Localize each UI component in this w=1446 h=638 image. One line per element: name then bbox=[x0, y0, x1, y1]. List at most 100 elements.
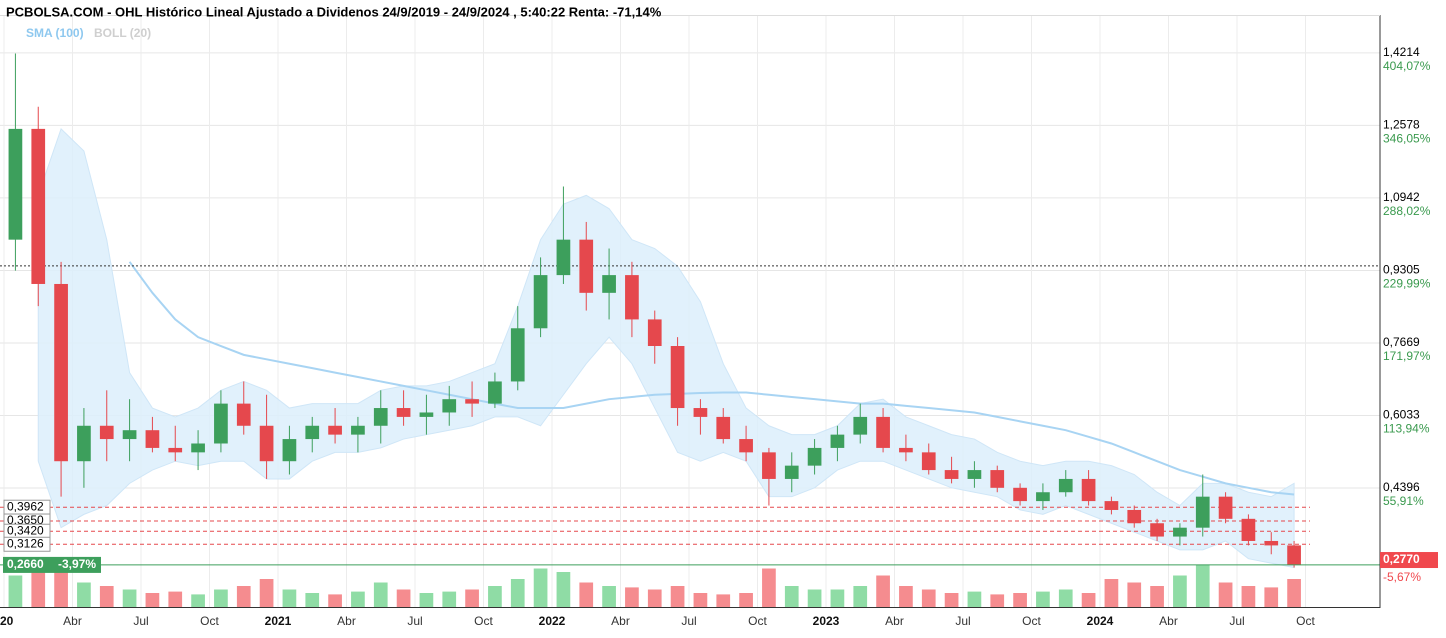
x-tick-label: 2022 bbox=[539, 614, 566, 628]
candle-body bbox=[1058, 478, 1073, 493]
volume-bar bbox=[899, 586, 913, 607]
legend-sma: SMA (100) bbox=[26, 26, 84, 40]
volume-bar bbox=[373, 582, 388, 607]
candle-body bbox=[373, 408, 388, 426]
right-price-box bbox=[1380, 552, 1438, 569]
volume-bar bbox=[396, 589, 411, 607]
right-price-label: 0,2770 bbox=[1383, 552, 1420, 566]
candle-body bbox=[488, 381, 502, 404]
volume-bar bbox=[191, 594, 205, 607]
volume-bar bbox=[305, 593, 320, 607]
volume-bar bbox=[282, 589, 297, 607]
volume-bar bbox=[1127, 582, 1142, 607]
volume-bar bbox=[579, 582, 594, 607]
y-tick-label: 0,6033 bbox=[1383, 408, 1420, 422]
legend-boll: BOLL (20) bbox=[94, 26, 151, 40]
volume-bar bbox=[647, 589, 662, 607]
y-tick-label: 1,4214 bbox=[1383, 45, 1420, 59]
x-tick-label: Oct bbox=[748, 614, 767, 628]
candle-body bbox=[122, 430, 137, 440]
volume-bar bbox=[739, 593, 753, 607]
candle-body bbox=[168, 447, 183, 453]
volume-bar bbox=[442, 591, 457, 607]
x-tick-label: Abr bbox=[63, 614, 82, 628]
candle-body bbox=[442, 399, 457, 413]
volume-bar bbox=[670, 586, 685, 607]
volume-bar bbox=[556, 572, 571, 607]
candle-body bbox=[899, 447, 913, 453]
candle-body bbox=[54, 283, 68, 462]
volume-bar bbox=[465, 589, 479, 607]
candle-body bbox=[944, 470, 959, 479]
volume-bar bbox=[214, 589, 228, 607]
candle-body bbox=[1195, 496, 1210, 528]
candle-body bbox=[807, 447, 822, 466]
volume-bar bbox=[99, 586, 114, 607]
x-tick-label: 2023 bbox=[813, 614, 840, 628]
candle-body bbox=[921, 452, 936, 471]
candle-body bbox=[1127, 509, 1142, 524]
x-tick-label: Jul bbox=[1229, 614, 1244, 628]
volume-bar bbox=[145, 593, 160, 607]
volume-bar bbox=[784, 586, 799, 607]
candle-body bbox=[214, 403, 228, 444]
volume-bar bbox=[122, 589, 137, 607]
x-tick-label: Jul bbox=[681, 614, 696, 628]
level-label: 0,3962 bbox=[7, 499, 44, 513]
candle-body bbox=[145, 430, 160, 448]
candle-body bbox=[990, 470, 1005, 488]
y-tick-label: 1,2578 bbox=[1383, 118, 1420, 132]
volume-bar bbox=[693, 593, 708, 607]
x-tick-label: 20 bbox=[0, 614, 14, 628]
x-tick-label: Jul bbox=[955, 614, 970, 628]
candle-body bbox=[579, 239, 594, 293]
volume-bar bbox=[419, 593, 434, 607]
volume-bar bbox=[236, 586, 251, 607]
volume-bar bbox=[944, 593, 959, 607]
x-tick-label: Jul bbox=[407, 614, 422, 628]
volume-bar bbox=[625, 587, 639, 607]
volume-bar bbox=[762, 568, 776, 607]
level-label: 0,3420 bbox=[7, 523, 44, 537]
y2-tick-label: 113,94% bbox=[1383, 422, 1430, 436]
plot-area bbox=[0, 15, 1380, 607]
candle-body bbox=[670, 346, 685, 409]
candle-body bbox=[305, 425, 320, 440]
volume-bar bbox=[876, 575, 890, 607]
x-tick-label: Abr bbox=[337, 614, 356, 628]
candle-body bbox=[236, 403, 251, 426]
volume-bar bbox=[1150, 586, 1164, 607]
candle-body bbox=[602, 275, 616, 293]
level-box bbox=[3, 536, 51, 552]
last-price-change: -3,97% bbox=[58, 557, 96, 571]
candle-body bbox=[1150, 523, 1164, 537]
volume-bar bbox=[967, 591, 982, 607]
candle-body bbox=[693, 408, 708, 417]
candle-body bbox=[739, 439, 753, 453]
candle-body bbox=[1264, 540, 1279, 546]
volume-bar bbox=[1081, 593, 1096, 607]
y-tick-label: 1,0942 bbox=[1383, 190, 1420, 204]
candle-body bbox=[1013, 487, 1027, 502]
x-tick-label: Oct bbox=[1022, 614, 1041, 628]
volume-bar bbox=[1058, 589, 1073, 607]
x-tick-label: 2024 bbox=[1087, 614, 1114, 628]
y2-tick-label: 171,97% bbox=[1383, 349, 1431, 363]
volume-bar bbox=[921, 589, 936, 607]
sma-line bbox=[128, 261, 1295, 496]
volume-bar bbox=[990, 594, 1005, 607]
x-tick-label: 2021 bbox=[265, 614, 292, 628]
candle-body bbox=[99, 425, 114, 440]
candle-body bbox=[1104, 501, 1119, 510]
candle-body bbox=[77, 425, 91, 462]
candle-body bbox=[762, 452, 776, 479]
candle-body bbox=[1218, 496, 1233, 519]
candle-body bbox=[259, 425, 274, 462]
level-label: 0,3650 bbox=[7, 513, 44, 527]
candle-body bbox=[784, 465, 799, 479]
candle-body bbox=[510, 328, 525, 382]
volume-bar bbox=[1218, 582, 1233, 607]
candle-body bbox=[1287, 545, 1301, 565]
volume-bar bbox=[716, 594, 731, 607]
